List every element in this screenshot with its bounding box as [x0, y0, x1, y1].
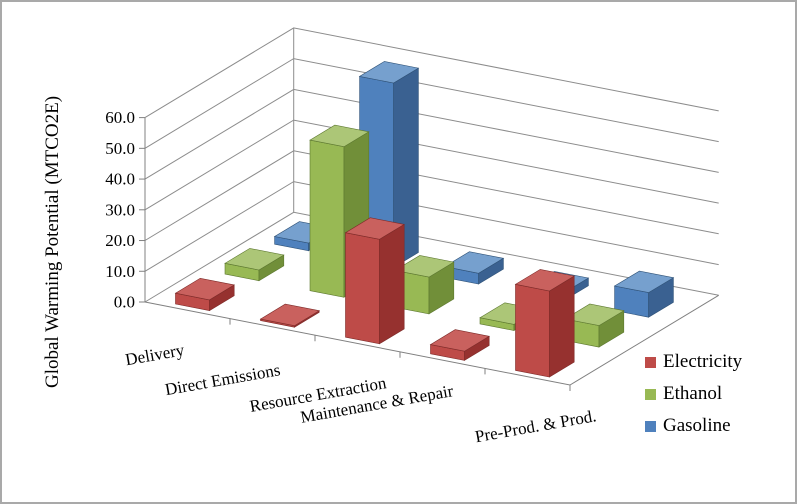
y-tick-label: 20.0: [105, 231, 135, 250]
bar-electricity-2-front: [345, 232, 380, 345]
y-tick-label: 40.0: [105, 170, 135, 189]
category-label: Direct Emissions: [164, 360, 282, 399]
bar-ethanol-0-top: [224, 248, 285, 271]
bar-ethanol-2-top: [394, 255, 455, 278]
y-axis-title: Global Warming Potential (MTCO2E): [42, 95, 63, 389]
legend-item-electricity: Electricity: [645, 346, 742, 378]
bar-ethanol-4-top: [564, 303, 625, 326]
bar-electricity-2-side: [379, 223, 405, 345]
category-label: Pre-Prod. & Prod.: [473, 406, 597, 446]
bar-gasoline-4-top: [613, 270, 675, 293]
bar-electricity-3-top: [429, 329, 491, 352]
bar-gasoline-2-top: [443, 251, 505, 274]
legend-label: Ethanol: [663, 383, 723, 404]
gridline-20: [144, 150, 719, 241]
y-tick-label: 60.0: [105, 108, 135, 127]
legend-color-chip: [645, 420, 656, 432]
legend-item-gasoline: Gasoline: [645, 410, 742, 442]
bar-electricity-4-top: [514, 269, 576, 292]
legend-label: Electricity: [663, 351, 743, 372]
gridline-40: [144, 88, 719, 180]
gridline-60: [144, 27, 719, 119]
bar-ethanol-1-front: [309, 139, 345, 298]
y-tick-label: 50.0: [105, 139, 135, 158]
bar-ethanol-1-top: [309, 124, 370, 148]
legend-color-chip: [645, 388, 656, 400]
y-tick-label: 0.0: [114, 293, 135, 312]
legend: Electricity Ethanol Gasoline: [645, 346, 742, 442]
gridline-50: [144, 58, 719, 149]
bar-electricity-2-top: [344, 217, 406, 240]
legend-label: Gasoline: [663, 415, 731, 436]
legend-color-chip: [645, 356, 656, 368]
y-tick-label: 10.0: [105, 262, 135, 281]
bar-electricity-4-front: [515, 283, 550, 378]
bar-electricity-0-top: [174, 277, 236, 301]
bar-electricity-4-side: [549, 275, 575, 378]
legend-item-ethanol: Ethanol: [645, 378, 742, 410]
category-label: Delivery: [124, 340, 186, 369]
bar-electricity-1-top: [259, 303, 321, 327]
y-tick-label: 30.0: [105, 200, 135, 219]
gridline-30: [144, 119, 719, 211]
bar-gasoline-1-top: [358, 61, 420, 84]
